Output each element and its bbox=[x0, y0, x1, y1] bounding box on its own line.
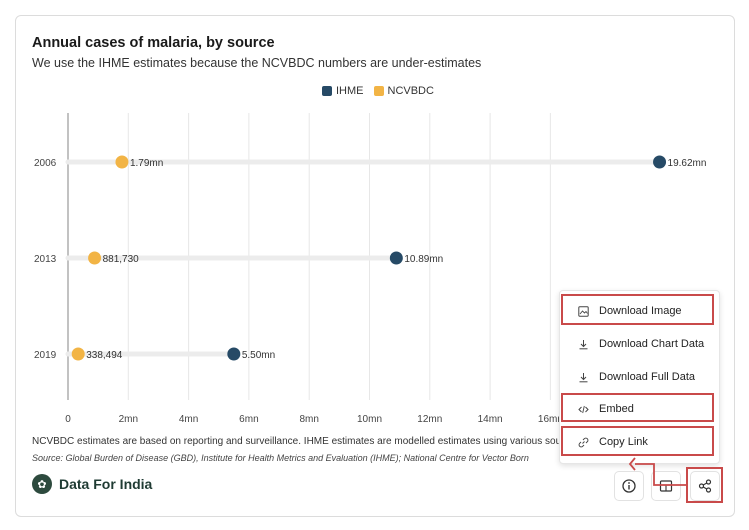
legend-item-ncvbdc[interactable]: NCVBDC bbox=[373, 85, 434, 97]
share-icon bbox=[698, 479, 712, 493]
brand-name: Data For India bbox=[59, 476, 153, 492]
chart-source: Source: Global Burden of Disease (GBD), … bbox=[32, 453, 529, 463]
y-category-label: 2006 bbox=[34, 158, 57, 169]
download-icon bbox=[577, 338, 589, 350]
info-button[interactable] bbox=[614, 471, 644, 501]
menu-item-label: Download Chart Data bbox=[599, 338, 705, 350]
legend-item-ihme[interactable]: IHME bbox=[322, 85, 364, 97]
data-point-ncvbdc bbox=[115, 155, 129, 169]
x-tick-label: 8mn bbox=[299, 414, 318, 425]
link-icon bbox=[577, 436, 589, 448]
menu-item-label: Copy Link bbox=[599, 436, 648, 448]
download-icon bbox=[577, 371, 589, 383]
menu-item-download-chart-data[interactable]: Download Chart Data bbox=[560, 329, 719, 359]
x-tick-label: 10mn bbox=[357, 414, 382, 425]
code-icon bbox=[577, 403, 589, 415]
data-point-ihme bbox=[653, 155, 667, 169]
menu-item-label: Download Full Data bbox=[599, 371, 695, 383]
legend-label-ihme: IHME bbox=[336, 85, 364, 97]
menu-item-label: Download Image bbox=[599, 305, 682, 317]
x-tick-label: 12mn bbox=[417, 414, 442, 425]
data-point-ncvbdc bbox=[71, 347, 85, 361]
legend-swatch-ihme bbox=[322, 86, 332, 96]
x-tick-label: 6mn bbox=[239, 414, 258, 425]
table-view-button[interactable] bbox=[651, 471, 681, 501]
data-label-ncvbdc: 881,730 bbox=[103, 254, 140, 265]
data-point-ihme bbox=[227, 347, 241, 361]
share-menu: Download Image Download Chart Data Downl… bbox=[559, 290, 720, 464]
brand[interactable]: ✿ Data For India bbox=[32, 474, 152, 494]
menu-item-embed[interactable]: Embed bbox=[560, 394, 719, 424]
info-icon bbox=[622, 479, 636, 493]
menu-item-download-image[interactable]: Download Image bbox=[560, 296, 719, 326]
x-tick-label: 4mn bbox=[179, 414, 198, 425]
data-point-ihme bbox=[389, 251, 403, 265]
data-point-ncvbdc bbox=[88, 251, 102, 265]
menu-item-download-full-data[interactable]: Download Full Data bbox=[560, 362, 719, 392]
y-category-label: 2019 bbox=[34, 350, 57, 361]
x-tick-label: 16mn bbox=[538, 414, 563, 425]
data-label-ncvbdc: 1.79mn bbox=[130, 158, 163, 169]
share-button[interactable] bbox=[690, 471, 720, 501]
data-label-ihme: 19.62mn bbox=[668, 158, 707, 169]
chart-subtitle: We use the IHME estimates because the NC… bbox=[32, 56, 482, 70]
legend-label-ncvbdc: NCVBDC bbox=[387, 85, 434, 97]
x-tick-label: 14mn bbox=[478, 414, 503, 425]
y-category-label: 2013 bbox=[34, 254, 57, 265]
data-label-ihme: 10.89mn bbox=[404, 254, 443, 265]
table-icon bbox=[659, 480, 673, 492]
image-download-icon bbox=[577, 305, 589, 317]
x-tick-label: 2mn bbox=[119, 414, 138, 425]
menu-item-copy-link[interactable]: Copy Link bbox=[560, 427, 719, 457]
data-label-ihme: 5.50mn bbox=[242, 350, 275, 361]
menu-item-label: Embed bbox=[599, 403, 634, 415]
legend-swatch-ncvbdc bbox=[373, 86, 384, 96]
chart-legend: IHME NCVBDC bbox=[322, 85, 434, 97]
data-label-ncvbdc: 338,494 bbox=[86, 350, 123, 361]
x-tick-label: 0 bbox=[65, 414, 71, 425]
india-map-logo-icon: ✿ bbox=[32, 474, 52, 494]
chart-note: NCVBDC estimates are based on reporting … bbox=[32, 436, 562, 447]
chart-title: Annual cases of malaria, by source bbox=[32, 35, 275, 51]
